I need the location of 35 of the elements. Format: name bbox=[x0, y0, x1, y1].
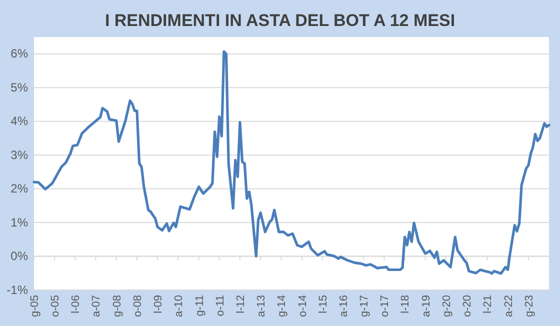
line-series bbox=[32, 50, 550, 275]
y-tick-label: 3% bbox=[10, 148, 28, 162]
y-tick-label: 6% bbox=[10, 46, 28, 61]
x-tick-label: a-13 bbox=[256, 295, 268, 318]
x-tick-label: l-06 bbox=[70, 295, 82, 314]
x-tick-label: a-10 bbox=[173, 295, 186, 318]
x-tick-label: g-05 bbox=[29, 295, 41, 318]
x-tick-label: o-20 bbox=[462, 295, 474, 318]
y-tick-label: 2% bbox=[10, 182, 28, 196]
y-tick-label: 5% bbox=[10, 80, 28, 94]
x-tick-label: o-14 bbox=[296, 295, 309, 318]
x-tick-label: a-16 bbox=[338, 295, 350, 318]
x-tick-label: l-15 bbox=[317, 295, 330, 314]
x-tick-label: l-09 bbox=[152, 295, 165, 314]
x-tick-label: g-11 bbox=[194, 295, 206, 316]
y-tick-label: 1% bbox=[10, 215, 28, 230]
x-tick-label: a-19 bbox=[420, 295, 432, 318]
x-tick-label: g-23 bbox=[523, 295, 536, 318]
x-tick-label: o-17 bbox=[379, 295, 392, 318]
x-tick-label: o-08 bbox=[132, 295, 144, 318]
y-tick-label: 4% bbox=[10, 114, 28, 128]
x-tick-label: l-18 bbox=[400, 295, 412, 314]
x-tick-label: g-14 bbox=[276, 295, 288, 318]
y-tick-label: -1% bbox=[6, 282, 28, 297]
x-tick-label: a-07 bbox=[90, 295, 103, 318]
x-tick-label: a-22 bbox=[502, 295, 515, 318]
chart-title: I RENDIMENTI IN ASTA DEL BOT A 12 MESI bbox=[104, 11, 456, 30]
x-tick-label: l-21 bbox=[482, 295, 494, 314]
y-tick-label: 0% bbox=[10, 249, 28, 264]
x-tick-label: l-12 bbox=[234, 295, 247, 314]
x-tick-label: g-20 bbox=[441, 295, 454, 318]
x-tick-label: g-08 bbox=[111, 295, 124, 318]
x-tick-label: o-11 bbox=[214, 295, 226, 316]
x-tick-label: o-05 bbox=[50, 295, 62, 318]
x-tick-label: g-17 bbox=[358, 295, 371, 318]
